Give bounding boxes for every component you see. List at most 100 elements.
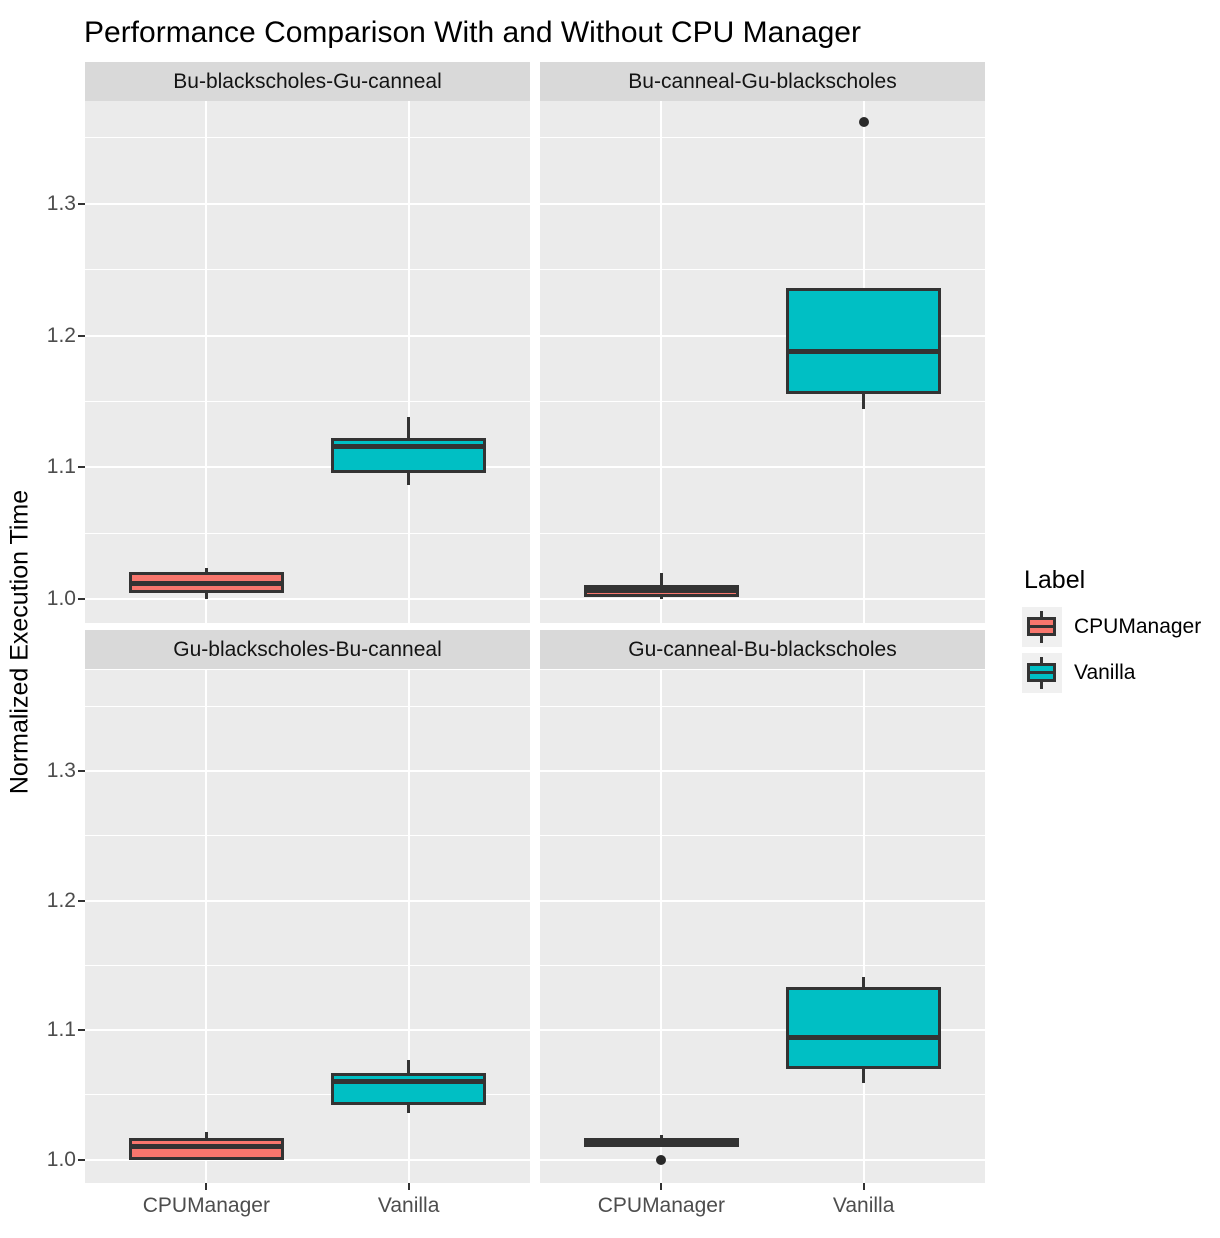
legend-key-median	[1027, 625, 1056, 628]
y-tick-label: 1.0	[46, 587, 76, 611]
gridline-major	[540, 1158, 985, 1161]
gridline-vertical	[205, 670, 208, 1183]
legend-item-label: Vanilla	[1074, 661, 1136, 684]
legend-item-vanilla: Vanilla	[1022, 653, 1201, 693]
x-category-label: Vanilla	[377, 1194, 440, 1217]
gridline-vertical	[205, 101, 208, 623]
gridline-minor	[85, 964, 530, 966]
legend-item-cpumanager: CPUManager	[1022, 607, 1201, 647]
x-category-label: CPUManager	[142, 1194, 270, 1217]
boxplot-median	[583, 1140, 739, 1146]
x-tick-mark	[862, 1183, 865, 1190]
gridline-major	[85, 334, 530, 337]
y-tick-label: 1.3	[46, 191, 76, 215]
legend-key-median	[1027, 671, 1056, 674]
y-tick-mark	[78, 1029, 85, 1032]
boxplot-upper-whisker	[407, 417, 411, 439]
boxplot-box-vanilla	[331, 1072, 487, 1106]
facet-panel-gu-blackscholes-bu-canneal	[85, 670, 530, 1183]
gridline-minor	[540, 269, 985, 271]
y-axis-title: Normalized Execution Time	[5, 489, 34, 795]
gridline-vertical	[660, 670, 663, 1183]
boxplot-median	[128, 580, 284, 586]
gridline-major	[540, 202, 985, 205]
y-tick-mark	[78, 202, 85, 205]
gridline-major	[85, 770, 530, 773]
gridline-major	[85, 1158, 530, 1161]
boxplot-upper-whisker	[204, 1132, 208, 1138]
facet-strip-gu-canneal-bu-blackscholes: Gu-canneal-Bu-blackscholes	[540, 630, 985, 669]
gridline-major	[85, 466, 530, 469]
y-tick-label: 1.2	[46, 323, 76, 347]
boxplot-median	[786, 348, 942, 354]
boxplot-median	[331, 443, 487, 449]
gridline-vertical	[660, 101, 663, 623]
facet-strip-bu-canneal-gu-blackscholes: Bu-canneal-Gu-blackscholes	[540, 62, 985, 101]
gridline-minor	[540, 137, 985, 139]
x-category-label: Vanilla	[832, 1194, 895, 1217]
gridline-major	[85, 598, 530, 601]
boxplot-box-vanilla	[786, 288, 942, 394]
legend-items: CPUManager Vanilla	[1022, 607, 1201, 693]
x-tick-mark	[660, 1183, 663, 1190]
boxplot-lower-whisker	[407, 1105, 411, 1114]
y-tick-label: 1.2	[46, 888, 76, 912]
facet-panel-bu-canneal-gu-blackscholes	[540, 101, 985, 623]
boxplot-median	[583, 587, 739, 593]
y-tick-label: 1.0	[46, 1147, 76, 1171]
gridline-major	[540, 899, 985, 902]
boxplot-upper-whisker	[659, 572, 663, 585]
y-tick-mark	[78, 598, 85, 601]
boxplot-lower-whisker	[862, 1069, 866, 1084]
gridline-major	[85, 899, 530, 902]
y-tick-mark	[78, 334, 85, 337]
gridline-major	[540, 334, 985, 337]
boxplot-lower-whisker	[204, 592, 208, 600]
legend-key-vanilla	[1022, 653, 1062, 693]
gridline-minor	[540, 532, 985, 534]
boxplot-box-vanilla	[786, 987, 942, 1069]
gridline-minor	[540, 1094, 985, 1096]
gridline-major	[540, 770, 985, 773]
boxplot-lower-whisker	[862, 393, 866, 410]
boxplot-upper-whisker	[204, 567, 208, 572]
y-tick-mark	[78, 466, 85, 469]
gridline-minor	[540, 964, 985, 966]
gridline-major	[540, 466, 985, 469]
gridline-minor	[85, 705, 530, 707]
boxplot-upper-whisker	[862, 977, 866, 988]
boxplot-outlier	[656, 1154, 667, 1165]
facet-panel-gu-canneal-bu-blackscholes	[540, 670, 985, 1183]
legend-item-label: CPUManager	[1074, 615, 1202, 638]
boxplot-median	[786, 1035, 942, 1041]
y-tick-mark	[78, 1158, 85, 1161]
y-tick-label: 1.3	[46, 759, 76, 783]
chart-title: Performance Comparison With and Without …	[84, 16, 861, 49]
boxplot-median	[128, 1144, 284, 1150]
gridline-minor	[85, 401, 530, 403]
gridline-minor	[540, 705, 985, 707]
legend-title: Label	[1024, 566, 1086, 594]
legend: Label CPUManager Vanilla	[1022, 566, 1201, 699]
x-tick-mark	[407, 1183, 410, 1190]
gridline-minor	[85, 137, 530, 139]
gridline-minor	[540, 835, 985, 837]
gridline-minor	[85, 532, 530, 534]
y-tick-label: 1.1	[46, 455, 76, 479]
facet-panel-bu-blackscholes-gu-canneal	[85, 101, 530, 623]
y-tick-mark	[78, 770, 85, 773]
boxplot-lower-whisker	[407, 472, 411, 485]
gridline-vertical	[862, 670, 865, 1183]
y-tick-label: 1.1	[46, 1018, 76, 1042]
x-tick-mark	[205, 1183, 208, 1190]
boxplot-outlier	[858, 117, 869, 128]
legend-key-cpumanager	[1022, 607, 1062, 647]
gridline-minor	[85, 1094, 530, 1096]
boxplot-upper-whisker	[407, 1059, 411, 1073]
x-category-label: CPUManager	[597, 1194, 725, 1217]
gridline-vertical	[407, 670, 410, 1183]
facet-strip-bu-blackscholes-gu-canneal: Bu-blackscholes-Gu-canneal	[85, 62, 530, 101]
gridline-major	[540, 1029, 985, 1032]
boxplot-upper-whisker	[659, 1135, 663, 1138]
